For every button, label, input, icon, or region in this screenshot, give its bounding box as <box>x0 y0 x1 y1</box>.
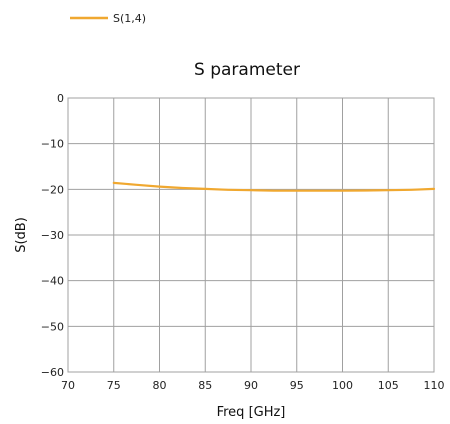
y-axis-ticks: 0 −10 −20 −30 −40 −50 −60 <box>41 92 64 379</box>
legend-label: S(1,4) <box>113 12 146 25</box>
x-tick-label: 70 <box>61 379 75 392</box>
x-tick-label: 95 <box>290 379 304 392</box>
y-tick-label: −60 <box>41 366 64 379</box>
y-tick-label: −20 <box>41 183 64 196</box>
x-tick-label: 100 <box>332 379 353 392</box>
series-layer <box>112 181 436 192</box>
series-line <box>112 181 436 192</box>
y-tick-label: −50 <box>41 320 64 333</box>
y-axis-title: S(dB) <box>14 217 29 253</box>
y-tick-label: −30 <box>41 229 64 242</box>
legend: S(1,4) <box>70 12 146 25</box>
x-tick-label: 90 <box>244 379 258 392</box>
chart-title: S parameter <box>194 60 300 80</box>
x-tick-label: 85 <box>198 379 212 392</box>
y-tick-label: 0 <box>57 92 64 105</box>
x-axis-ticks: 70 75 80 85 90 95 100 105 110 <box>61 379 445 392</box>
x-tick-label: 75 <box>107 379 121 392</box>
x-tick-label: 80 <box>153 379 167 392</box>
x-tick-label: 110 <box>424 379 445 392</box>
x-tick-label: 105 <box>378 379 399 392</box>
x-axis-title: Freq [GHz] <box>217 405 286 420</box>
y-tick-label: −40 <box>41 275 64 288</box>
y-tick-label: −10 <box>41 138 64 151</box>
